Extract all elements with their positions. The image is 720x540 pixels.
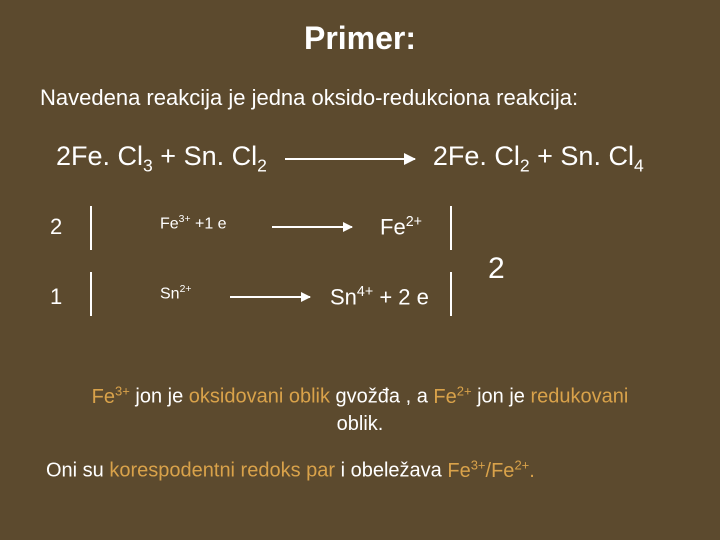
t: oblik.: [337, 413, 384, 435]
hl-redoks-par: korespodentni redoks par: [109, 460, 335, 482]
main-equation: 2Fe. Cl3 + Sn. Cl2 2Fe. Cl2 + Sn. Cl4: [40, 141, 680, 176]
bar-icon: [90, 206, 92, 250]
coef-1: 2: [50, 214, 94, 240]
slide: Primer: Navedena reakcija je jedna oksid…: [0, 0, 720, 540]
hl-pair: Fe3+/Fe2+.: [447, 460, 534, 482]
t: Oni su: [46, 460, 109, 482]
multiplier: 2: [488, 252, 505, 286]
slide-title: Primer:: [40, 20, 680, 57]
t: gvožđa , a: [330, 386, 433, 408]
slide-subtitle: Navedena reakcija je jedna oksido-redukc…: [40, 85, 680, 111]
footer-text-1: Fe3+ jon je oksidovani oblik gvožđa , a …: [40, 382, 680, 438]
equation-left: 2Fe. Cl3 + Sn. Cl2: [56, 141, 267, 176]
hl-oksidovani: oksidovani oblik: [189, 386, 330, 408]
species-sn4: Sn4+ + 2 e: [330, 284, 429, 310]
half-row-2: 1: [50, 284, 94, 310]
species-fe2: Fe2+: [380, 214, 422, 240]
arrow-icon: [285, 158, 415, 160]
t: jon je: [472, 386, 531, 408]
t: i obeležava: [335, 460, 447, 482]
species-fe3: Fe3+ +1 e: [160, 214, 227, 233]
footer-text-2: Oni su korespodentni redoks par i obelež…: [40, 456, 680, 485]
hl-fe3: Fe3+: [92, 386, 130, 408]
bar-icon: [450, 206, 452, 250]
bar-icon: [90, 272, 92, 316]
coef-2: 1: [50, 284, 94, 310]
half-row-1: 2: [50, 214, 94, 240]
arrow-icon: [230, 296, 310, 298]
half-reactions: 2 Fe3+ +1 e Fe2+ 1 Sn2+ Sn4+ + 2 e 2: [40, 212, 680, 342]
hl-fe2: Fe2+: [433, 386, 471, 408]
arrow-icon: [272, 226, 352, 228]
t: jon je: [130, 386, 189, 408]
species-sn2: Sn2+: [160, 284, 191, 303]
bar-icon: [450, 272, 452, 316]
equation-right: 2Fe. Cl2 + Sn. Cl4: [433, 141, 644, 176]
hl-redukovani: redukovani: [530, 386, 628, 408]
